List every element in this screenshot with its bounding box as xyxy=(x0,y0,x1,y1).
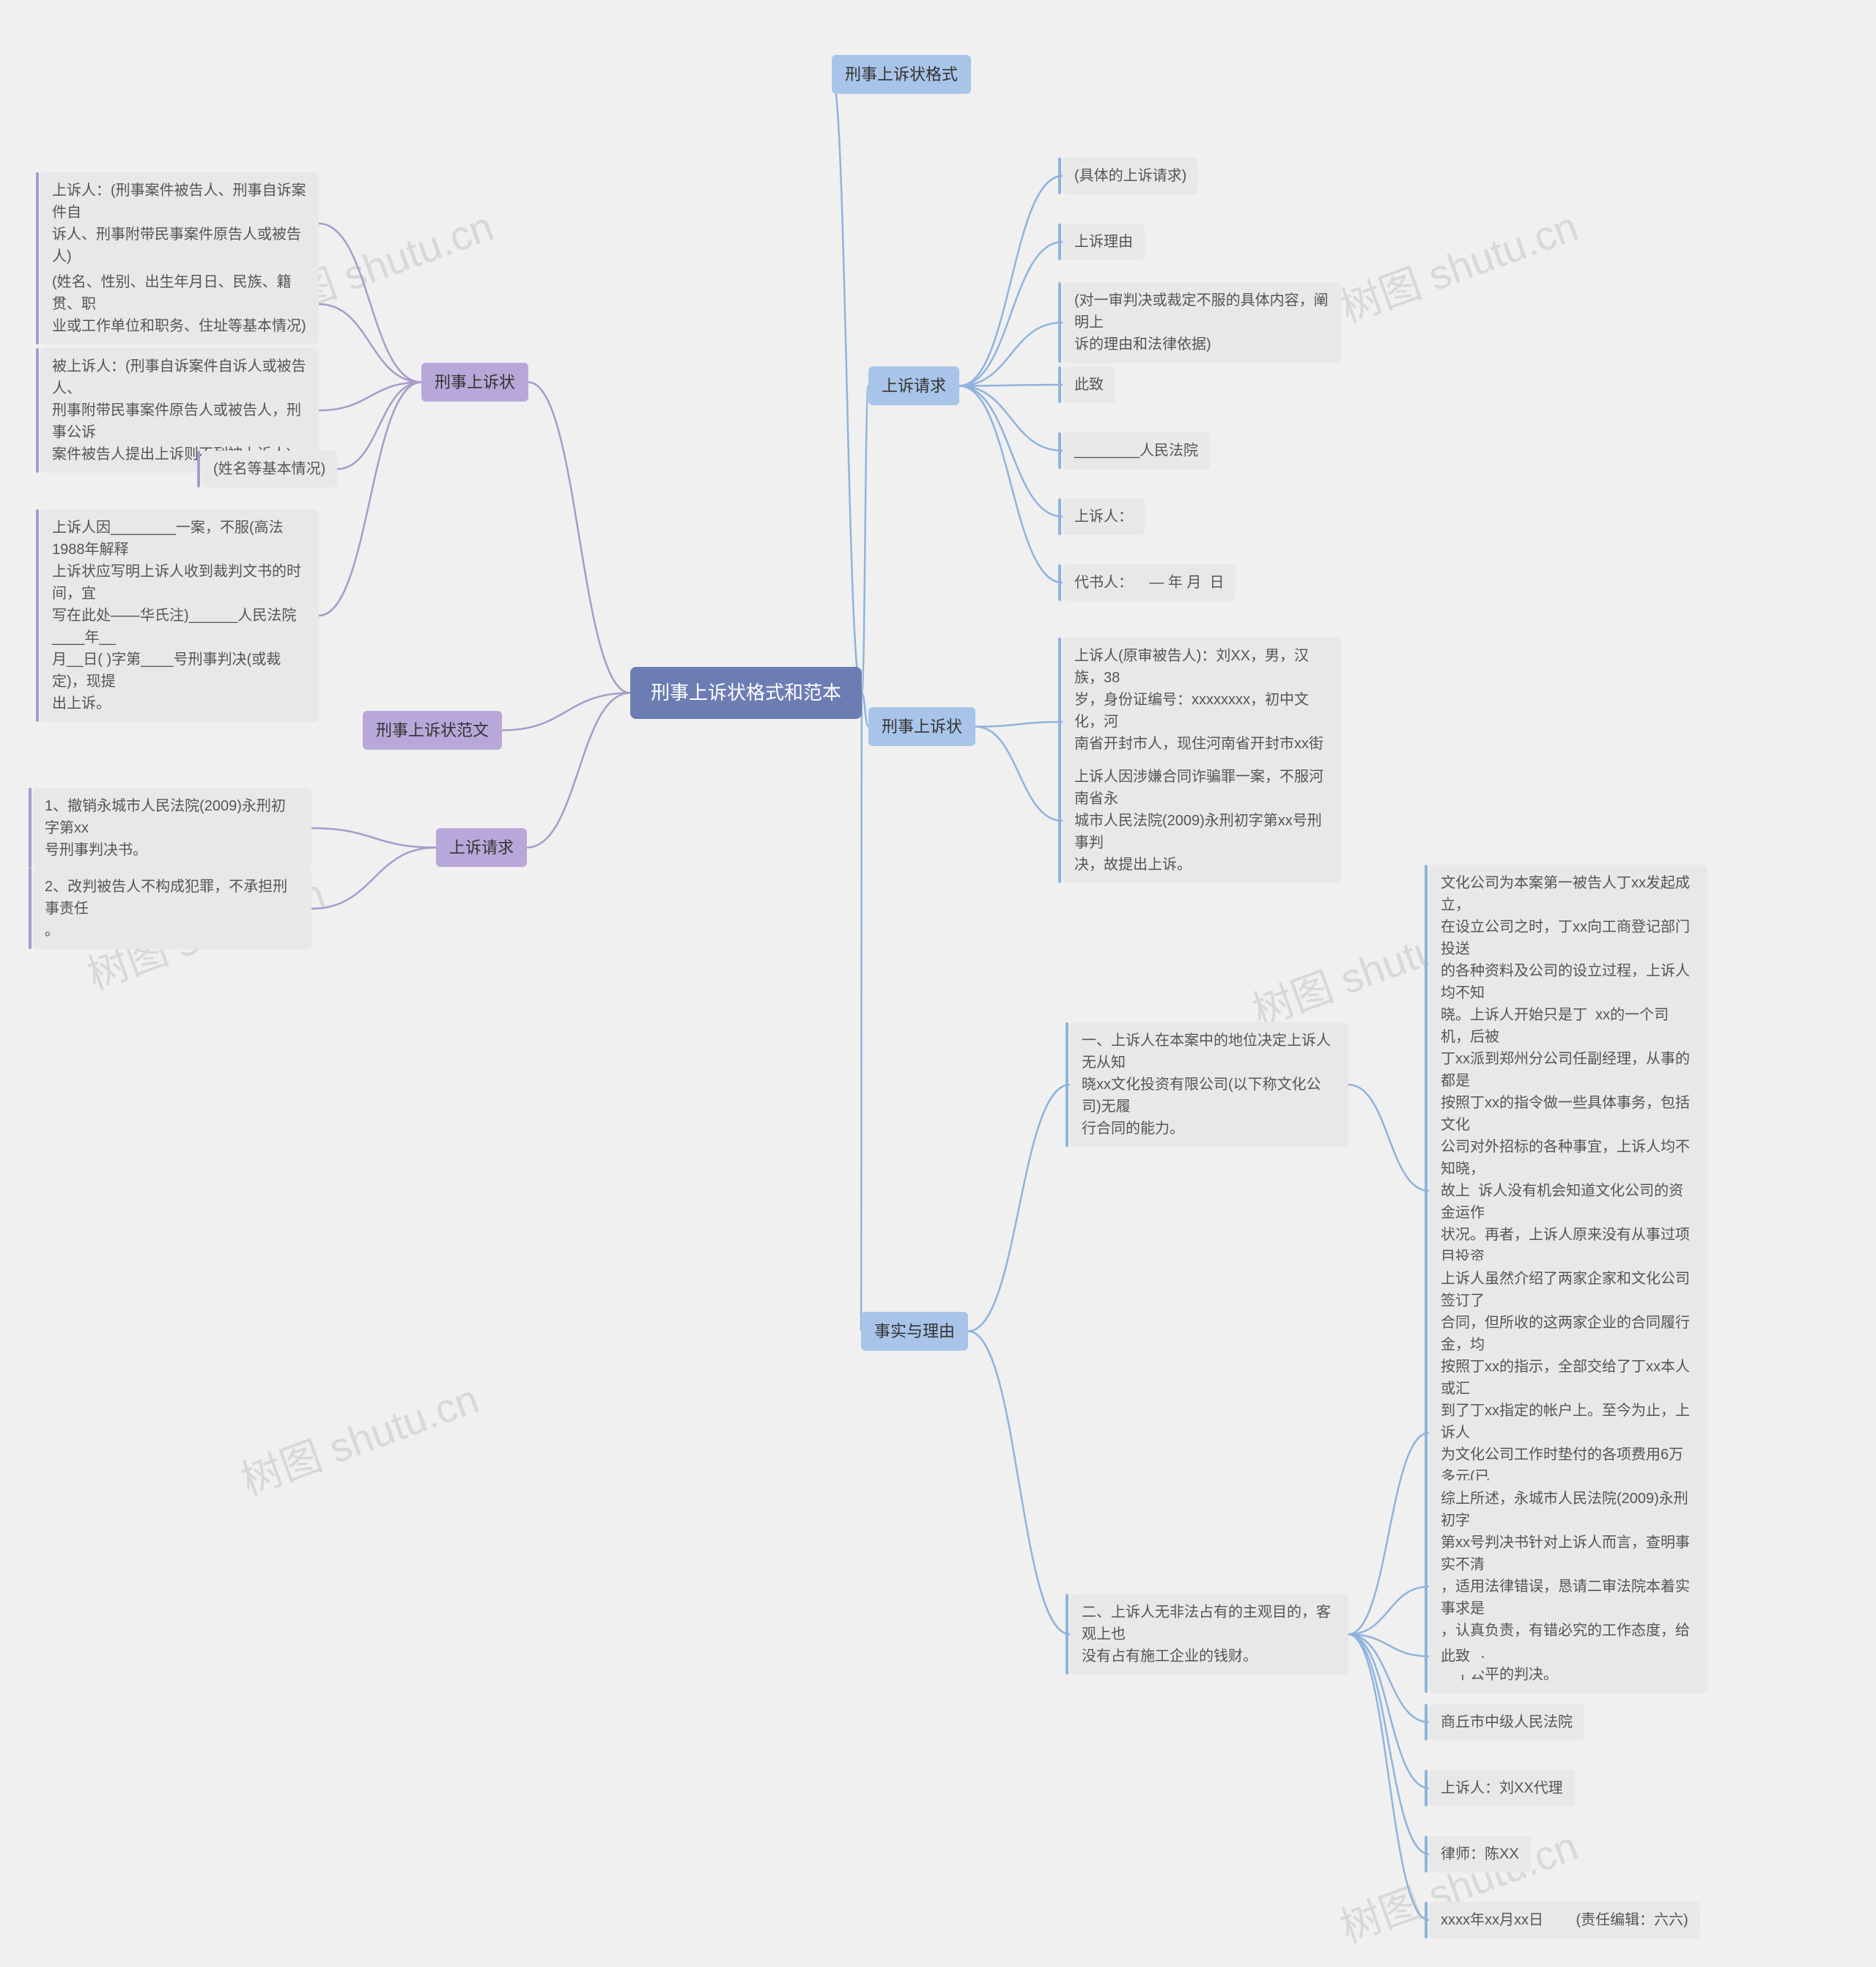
edge xyxy=(862,386,868,693)
edge xyxy=(319,304,421,383)
edge xyxy=(959,242,1063,386)
mindmap-node-l3a: 1、撤销永城市人民法院(2009)永刑初字第xx 号刑事判决书。 xyxy=(33,788,311,868)
edge xyxy=(975,722,1063,727)
mindmap-node-l3b: 2、改判被告人不构成犯罪，不承担刑事责任 。 xyxy=(33,868,311,949)
edge xyxy=(311,828,436,848)
mindmap-node-r4b: 二、上诉人无非法占有的主观目的，客观上也 没有占有施工企业的钱财。 xyxy=(1070,1594,1348,1675)
mindmap-node-r2c: (对一审判决或裁定不服的具体内容，阐明上 诉的理由和法律依据) xyxy=(1063,282,1341,363)
mindmap-root[interactable]: 刑事上诉状格式和范本 xyxy=(630,667,862,719)
leaf-bar xyxy=(1425,1638,1428,1675)
leaf-bar xyxy=(1425,1770,1428,1807)
leaf-bar xyxy=(29,788,32,868)
edge xyxy=(975,727,1063,822)
leaf-bar xyxy=(36,264,39,344)
mindmap-node-r4b6: 律师：陈XX xyxy=(1429,1836,1531,1872)
edge xyxy=(1348,1634,1429,1788)
leaf-bar xyxy=(1058,564,1061,601)
leaf-bar xyxy=(1066,1594,1068,1675)
edge xyxy=(959,386,1063,583)
mindmap-node-r2b: 上诉理由 xyxy=(1063,224,1145,260)
mindmap-node-r2[interactable]: 上诉请求 xyxy=(868,366,959,405)
leaf-bar xyxy=(1066,1022,1068,1147)
mindmap-node-r4b5: 上诉人：刘XX代理 xyxy=(1429,1770,1575,1807)
mindmap-node-l1a: 上诉人：(刑事案件被告人、刑事自诉案件自 诉人、刑事附带民事案件原告人或被告人) xyxy=(40,172,319,275)
edge xyxy=(1348,1634,1429,1656)
leaf-bar xyxy=(1058,366,1061,403)
edge xyxy=(1348,1085,1429,1191)
leaf-bar xyxy=(1058,432,1061,469)
leaf-bar xyxy=(1425,1902,1428,1938)
edge xyxy=(1348,1433,1429,1634)
mindmap-node-r4a: 一、上诉人在本案中的地位决定上诉人无从知 晓xx文化投资有限公司(以下称文化公司… xyxy=(1070,1022,1348,1147)
mindmap-node-r1[interactable]: 刑事上诉状格式 xyxy=(832,55,971,94)
leaf-bar xyxy=(1058,759,1061,883)
leaf-bar xyxy=(1425,1704,1428,1741)
mindmap-node-l3[interactable]: 上诉请求 xyxy=(436,828,527,867)
mindmap-node-r4b7: xxxx年xx月xx日 (责任编辑：六六) xyxy=(1429,1902,1700,1938)
edge xyxy=(832,75,862,693)
edge xyxy=(528,383,630,693)
mindmap-node-l1[interactable]: 刑事上诉状 xyxy=(421,363,528,402)
leaf-bar xyxy=(1425,1836,1428,1872)
watermark: 树图 shutu.cn xyxy=(232,1366,486,1507)
edge xyxy=(319,383,421,616)
mindmap-node-r3[interactable]: 刑事上诉状 xyxy=(868,707,975,746)
mindmap-node-r2f: 上诉人： xyxy=(1063,498,1145,535)
edge xyxy=(968,1332,1070,1635)
mindmap-node-r4b4: 商丘市中级人民法院 xyxy=(1429,1704,1584,1741)
mindmap-node-l1b: (姓名、性别、出生年月日、民族、籍贯、职 业或工作单位和职务、住址等基本情况) xyxy=(40,264,319,344)
edge xyxy=(1348,1587,1429,1634)
edge xyxy=(319,224,421,383)
edge xyxy=(861,693,862,1332)
edge xyxy=(959,386,1063,517)
leaf-bar xyxy=(36,509,39,722)
mindmap-node-l1d: (姓名等基本情况) xyxy=(202,451,337,487)
edge xyxy=(311,848,436,909)
leaf-bar xyxy=(1058,224,1061,260)
leaf-bar xyxy=(1058,498,1061,535)
leaf-bar xyxy=(29,868,32,949)
edge xyxy=(1348,1634,1429,1920)
leaf-bar xyxy=(36,348,39,473)
leaf-bar xyxy=(197,451,200,487)
mindmap-node-r4b3: 此致 xyxy=(1429,1638,1482,1675)
edge xyxy=(959,176,1063,386)
edge xyxy=(1348,1634,1429,1854)
leaf-bar xyxy=(1058,158,1061,194)
mindmap-node-l1e: 上诉人因________一案，不服(高法1988年解释 上诉状应写明上诉人收到裁… xyxy=(40,509,319,722)
mindmap-node-r2g: 代书人： — 年 月 日 xyxy=(1063,564,1236,601)
edge xyxy=(959,322,1063,386)
edge xyxy=(1348,1634,1429,1722)
edge xyxy=(862,693,868,727)
edge xyxy=(337,383,421,470)
leaf-bar xyxy=(36,172,39,275)
edge xyxy=(527,693,630,848)
mindmap-node-r2e: ________人民法院 xyxy=(1063,432,1210,469)
edge xyxy=(502,693,630,731)
mindmap-node-r2a: (具体的上诉请求) xyxy=(1063,158,1198,194)
mindmap-node-r3b: 上诉人因涉嫌合同诈骗罪一案，不服河南省永 城市人民法院(2009)永刑初字第xx… xyxy=(1063,759,1341,883)
mindmap-node-r2d: 此致 xyxy=(1063,366,1115,403)
edge xyxy=(319,383,421,411)
watermark: 树图 shutu.cn xyxy=(1331,193,1585,334)
edge xyxy=(959,386,1063,451)
edge xyxy=(968,1085,1070,1332)
mindmap-node-l2[interactable]: 刑事上诉状范文 xyxy=(363,711,502,750)
leaf-bar xyxy=(1058,282,1061,363)
edge xyxy=(959,385,1063,386)
mindmap-node-r4[interactable]: 事实与理由 xyxy=(861,1312,968,1351)
